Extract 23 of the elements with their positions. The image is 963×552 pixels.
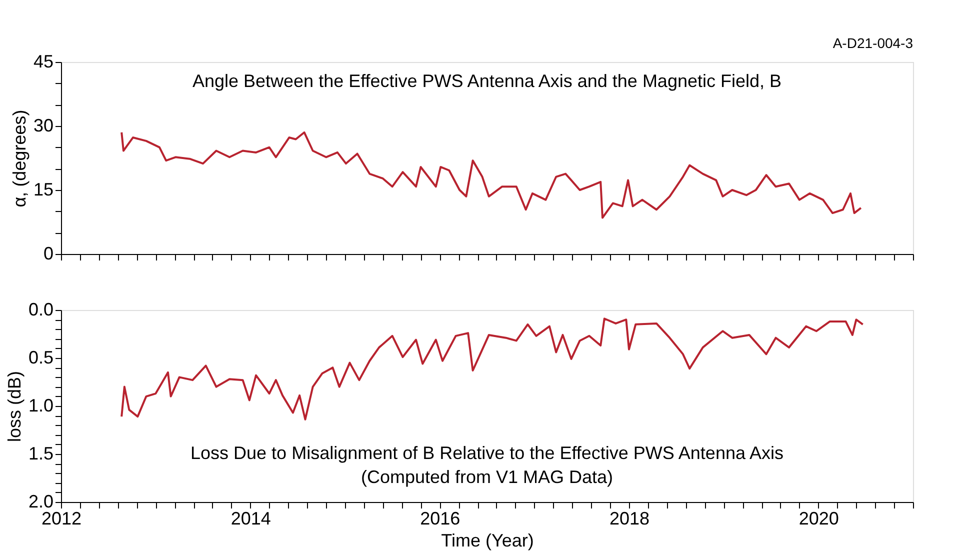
y-tick-label: 1.0 bbox=[28, 396, 54, 416]
x-tick-label: 2018 bbox=[609, 508, 650, 528]
x-tick-label: 2016 bbox=[420, 508, 460, 528]
text: (Computed from V1 MAG Data) bbox=[360, 467, 614, 487]
x-tick-label: 2020 bbox=[798, 508, 839, 528]
y-tick-label: 1.5 bbox=[28, 444, 54, 464]
x-tick-label: 2012 bbox=[41, 508, 82, 528]
y-tick-label: 0.0 bbox=[28, 300, 54, 320]
y-tick-label: 15 bbox=[33, 180, 54, 200]
y-tick-label: 0.5 bbox=[28, 348, 54, 368]
line-series bbox=[120, 131, 862, 219]
y-axis-title: loss (dB) bbox=[4, 370, 24, 442]
y-tick-label: 30 bbox=[33, 116, 54, 136]
x-tick-label: 2014 bbox=[230, 508, 271, 528]
text: Loss Due to Misalignment of B Relative to the Effective PWS Antenna Axis bbox=[190, 443, 784, 463]
x-axis-title: Time (Year) bbox=[441, 530, 534, 550]
y-tick-label: 45 bbox=[33, 52, 54, 72]
line-series bbox=[120, 318, 864, 420]
y-tick-label: 2.0 bbox=[28, 492, 54, 512]
text: Angle Between the Effective PWS Antenna Axis and the Magnetic Field, B bbox=[192, 71, 782, 91]
y-tick-label: 0 bbox=[43, 244, 54, 264]
y-axis-title: α, (degrees) bbox=[9, 110, 30, 208]
text: A-D21-004-3 bbox=[832, 35, 914, 51]
